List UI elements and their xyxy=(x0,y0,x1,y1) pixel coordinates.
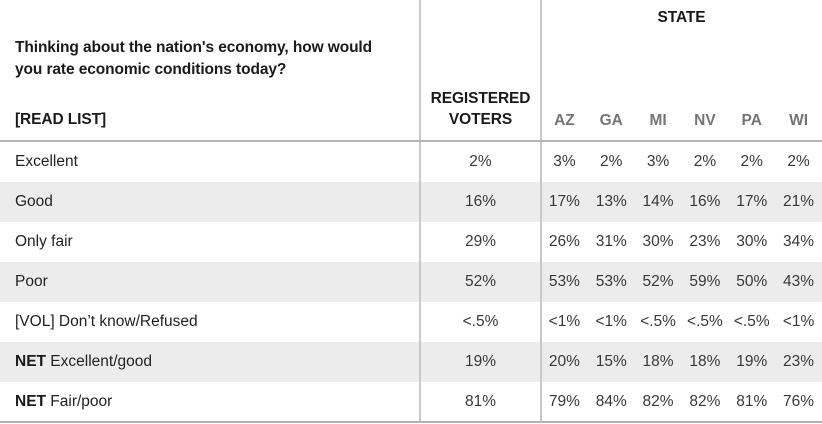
question-cell: Thinking about the nation's economy, how… xyxy=(0,0,420,142)
state-value-ga: 13% xyxy=(595,193,627,210)
row-label: Only fair xyxy=(0,233,420,251)
state-column-headers: AZ GA MI NV PA WI xyxy=(541,112,822,130)
registered-voters-value: 16% xyxy=(464,193,497,210)
row-label: Excellent xyxy=(0,153,420,171)
row-label: Good xyxy=(0,193,420,211)
state-value-pa: <.5% xyxy=(733,313,770,330)
row-label-text: Poor xyxy=(15,273,48,290)
registered-voters-value: 81% xyxy=(464,393,497,410)
table-row: NET Excellent/good 19% 20% 15% 18% 18% 1… xyxy=(0,342,822,382)
state-value-wi: 43% xyxy=(783,273,815,290)
table-body: Excellent 2% 3% 2% 3% 2% 2% 2% Good 16% … xyxy=(0,142,822,422)
column-header-ga: GA xyxy=(599,112,623,129)
state-value-pa: 30% xyxy=(736,233,768,250)
state-value-mi: 82% xyxy=(642,393,674,410)
state-value-wi: <1% xyxy=(782,313,815,330)
registered-voters-value: 19% xyxy=(464,353,497,370)
row-label-text: Excellent xyxy=(15,153,78,170)
state-value-mi: <.5% xyxy=(640,313,676,330)
state-value-pa: 2% xyxy=(740,153,763,170)
row-label: NET Excellent/good xyxy=(0,353,420,371)
registered-voters-value: 2% xyxy=(469,153,492,170)
state-value-az: 3% xyxy=(553,153,576,170)
row-label: Poor xyxy=(0,273,420,291)
state-value-nv: <.5% xyxy=(687,313,723,330)
state-value-mi: 14% xyxy=(642,193,674,210)
state-value-ga: 31% xyxy=(595,233,627,250)
table-row: Good 16% 17% 13% 14% 16% 17% 21% xyxy=(0,182,822,222)
state-value-az: 17% xyxy=(548,193,580,210)
row-label: NET Fair/poor xyxy=(0,393,420,411)
row-label-prefix: NET xyxy=(15,393,46,410)
state-value-ga: 84% xyxy=(595,393,627,410)
state-value-az: 53% xyxy=(548,273,580,290)
state-value-wi: 23% xyxy=(783,353,815,370)
state-value-ga: 53% xyxy=(595,273,627,290)
state-value-az: 26% xyxy=(548,233,580,250)
registered-voters-value: 29% xyxy=(464,233,497,250)
state-group-cell: STATE AZ GA MI NV PA WI xyxy=(541,0,822,142)
row-label-text: Only fair xyxy=(15,233,73,250)
state-value-az: 20% xyxy=(548,353,580,370)
state-value-ga: 15% xyxy=(595,353,627,370)
state-value-pa: 17% xyxy=(736,193,768,210)
bottom-rule xyxy=(0,421,822,423)
column-divider-right xyxy=(540,0,542,423)
read-list-label: [READ LIST] xyxy=(15,111,107,128)
header-rule xyxy=(0,140,822,142)
state-value-az: 79% xyxy=(548,393,580,410)
state-value-pa: 19% xyxy=(736,353,768,370)
column-header-wi: WI xyxy=(789,112,809,129)
row-label-text: Excellent/good xyxy=(46,353,152,370)
table-row: NET Fair/poor 81% 79% 84% 82% 82% 81% 76… xyxy=(0,382,822,422)
state-value-nv: 82% xyxy=(689,393,721,410)
state-value-mi: 3% xyxy=(646,153,670,170)
state-value-pa: 81% xyxy=(736,393,768,410)
state-value-wi: 21% xyxy=(783,193,815,210)
column-header-nv: NV xyxy=(694,112,716,129)
state-value-wi: 2% xyxy=(787,153,810,170)
column-header-az: AZ xyxy=(554,112,575,129)
column-group-state-label: STATE xyxy=(657,9,706,26)
table-header: Thinking about the nation's economy, how… xyxy=(0,0,822,142)
state-value-mi: 18% xyxy=(642,353,674,370)
row-label-prefix: NET xyxy=(15,353,46,370)
state-value-nv: 18% xyxy=(689,353,721,370)
column-header-registered-voters: REGISTERED VOTERS xyxy=(430,90,531,128)
table-row: Only fair 29% 26% 31% 30% 23% 30% 34% xyxy=(0,222,822,262)
row-label-text: [VOL] Don’t know/Refused xyxy=(15,313,198,330)
column-header-mi: MI xyxy=(649,112,667,129)
state-value-az: <1% xyxy=(548,313,581,330)
column-header-pa: PA xyxy=(741,112,762,129)
registered-voters-value: <.5% xyxy=(462,313,499,330)
row-label-text: Good xyxy=(15,193,53,210)
state-value-mi: 30% xyxy=(642,233,674,250)
state-value-pa: 50% xyxy=(736,273,768,290)
state-value-wi: 34% xyxy=(783,233,815,250)
state-value-nv: 2% xyxy=(693,153,717,170)
column-divider-left xyxy=(419,0,421,423)
table-row: [VOL] Don’t know/Refused <.5% <1% <1% <.… xyxy=(0,302,822,342)
state-value-ga: <1% xyxy=(595,313,627,330)
table-row: Poor 52% 53% 53% 52% 59% 50% 43% xyxy=(0,262,822,302)
row-label-text: Fair/poor xyxy=(46,393,113,410)
row-label: [VOL] Don’t know/Refused xyxy=(0,313,420,331)
state-value-nv: 59% xyxy=(689,273,721,290)
state-value-nv: 16% xyxy=(689,193,721,210)
state-value-ga: 2% xyxy=(600,153,623,170)
state-value-wi: 76% xyxy=(783,393,815,410)
table-row: Excellent 2% 3% 2% 3% 2% 2% 2% xyxy=(0,142,822,182)
state-value-mi: 52% xyxy=(642,273,674,290)
question-text: Thinking about the nation's economy, how… xyxy=(15,39,373,78)
registered-voters-value: 52% xyxy=(464,273,497,290)
state-value-nv: 23% xyxy=(689,233,721,250)
